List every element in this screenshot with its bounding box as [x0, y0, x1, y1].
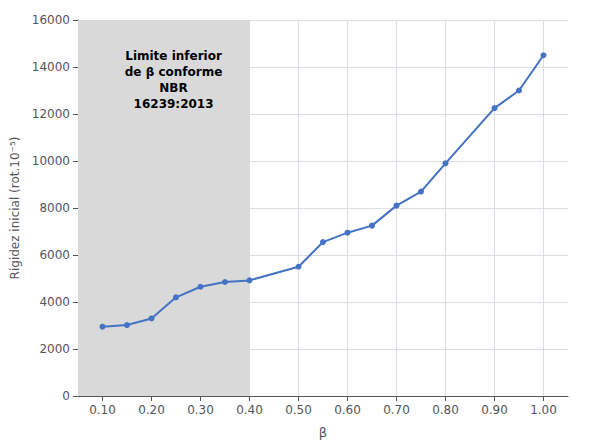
- svg-text:1.00: 1.00: [530, 403, 557, 417]
- svg-text:4000: 4000: [39, 295, 70, 309]
- svg-text:0.20: 0.20: [138, 403, 165, 417]
- svg-text:NBR: NBR: [159, 81, 187, 95]
- svg-text:Rigidez inicial (rot.10⁻⁵): Rigidez inicial (rot.10⁻⁵): [8, 137, 22, 280]
- svg-text:8000: 8000: [39, 201, 70, 215]
- svg-text:10000: 10000: [32, 154, 70, 168]
- svg-text:0.90: 0.90: [481, 403, 508, 417]
- svg-text:0.30: 0.30: [187, 403, 214, 417]
- svg-text:0.50: 0.50: [285, 403, 312, 417]
- svg-text:2000: 2000: [39, 342, 70, 356]
- svg-text:β: β: [319, 425, 327, 440]
- svg-text:Limite inferior: Limite inferior: [125, 49, 222, 63]
- svg-text:de β conforme: de β conforme: [125, 65, 223, 79]
- svg-text:0.10: 0.10: [89, 403, 116, 417]
- svg-text:0.60: 0.60: [334, 403, 361, 417]
- svg-text:0: 0: [62, 389, 70, 403]
- svg-text:6000: 6000: [39, 248, 70, 262]
- svg-text:0.80: 0.80: [432, 403, 459, 417]
- svg-text:0.70: 0.70: [383, 403, 410, 417]
- svg-text:16000: 16000: [32, 13, 70, 27]
- svg-text:12000: 12000: [32, 107, 70, 121]
- svg-text:16239:2013: 16239:2013: [134, 97, 214, 111]
- svg-text:14000: 14000: [32, 60, 70, 74]
- svg-text:0.40: 0.40: [236, 403, 263, 417]
